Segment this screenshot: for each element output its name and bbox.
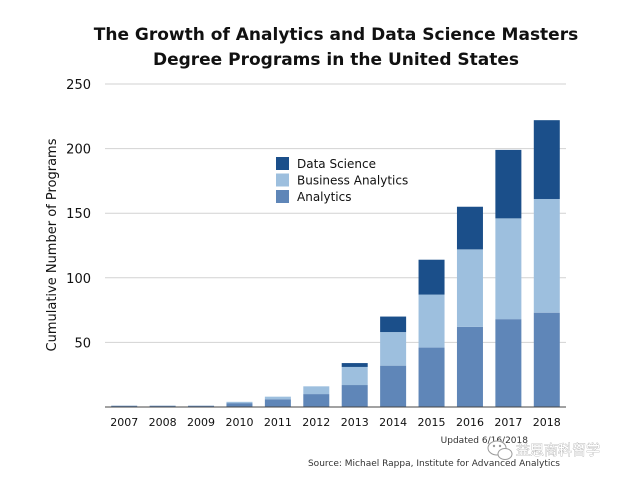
source-note: Source: Michael Rappa, Institute for Adv… — [308, 459, 560, 469]
bar-2016-data-science — [456, 206, 483, 250]
bar-2017-data-science — [495, 149, 522, 219]
updated-date: Updated 6/16/2018 — [441, 436, 529, 446]
bar-2015-data-science — [418, 259, 445, 295]
legend-swatch-business-analytics — [276, 173, 289, 187]
x-tick-label: 2009 — [187, 416, 215, 429]
y-tick-label: 50 — [74, 336, 91, 351]
bar-2010-business-analytics — [226, 401, 253, 404]
bar-2013-data-science — [341, 363, 368, 367]
bar-2018-business-analytics — [533, 198, 560, 313]
x-tick-label: 2015 — [418, 416, 446, 429]
y-tick-label: 200 — [66, 143, 91, 158]
bar-2008-analytics — [149, 405, 176, 407]
x-tick-label: 2008 — [149, 416, 177, 429]
legend-label-data-science: Data Science — [297, 157, 376, 171]
x-tick-label: 2014 — [379, 416, 407, 429]
bar-2007-analytics — [111, 405, 138, 407]
bar-2018-data-science — [533, 120, 560, 199]
bar-2017-business-analytics — [495, 218, 522, 320]
watermark-text: 益思商科留学 — [516, 443, 600, 459]
x-tick-label: 2016 — [456, 416, 484, 429]
gridlines — [105, 83, 566, 343]
bar-2014-business-analytics — [380, 332, 407, 366]
bar-2014-data-science — [380, 316, 407, 333]
x-tick-label: 2017 — [494, 416, 522, 429]
bar-2012-analytics — [303, 394, 330, 407]
y-tick-label: 250 — [66, 78, 91, 93]
x-tick-label: 2007 — [110, 416, 138, 429]
legend-swatch-analytics — [276, 190, 289, 203]
legend-label-analytics: Analytics — [297, 190, 352, 204]
legend: Data Science Business Analytics Analytics — [276, 157, 408, 204]
wechat-icon — [487, 440, 513, 460]
bar-2017-analytics — [495, 319, 522, 407]
bar-2009-analytics — [188, 405, 215, 407]
chart-title-line-2: Degree Programs in the United States — [153, 50, 519, 70]
bars — [111, 120, 560, 407]
x-tick-label: 2011 — [264, 416, 292, 429]
watermark: 益思商科留学 — [487, 440, 600, 460]
y-tick-label: 150 — [66, 207, 91, 222]
bar-2010-analytics — [226, 403, 253, 407]
y-axis-label: Cumulative Number of Programs — [45, 138, 60, 351]
bar-2013-analytics — [341, 385, 368, 407]
x-tick-label: 2013 — [341, 416, 369, 429]
bar-2015-analytics — [418, 347, 445, 407]
y-tick-label: 100 — [66, 272, 91, 287]
bar-2011-business-analytics — [264, 396, 291, 400]
legend-swatch-data-science — [276, 157, 289, 170]
bar-2014-analytics — [380, 365, 407, 407]
x-axis-ticks: 2007 2008 2009 2010 2011 2012 2013 2014 2015 2016… — [110, 416, 561, 429]
chart-title-line-1: The Growth of Analytics and Data Science… — [94, 25, 578, 45]
bar-2016-analytics — [456, 326, 483, 407]
bar-2012-business-analytics — [303, 386, 330, 395]
bar-2018-analytics — [533, 312, 560, 407]
legend-label-business-analytics: Business Analytics — [297, 174, 408, 188]
bar-2016-business-analytics — [456, 249, 483, 327]
x-tick-label: 2018 — [533, 416, 561, 429]
bar-2013-business-analytics — [341, 366, 368, 386]
bar-2015-business-analytics — [418, 294, 445, 348]
x-tick-label: 2010 — [225, 416, 253, 429]
bar-2011-analytics — [264, 399, 291, 407]
x-tick-label: 2012 — [302, 416, 330, 429]
y-axis-ticks: 50 100 150 200 250 — [66, 78, 91, 351]
